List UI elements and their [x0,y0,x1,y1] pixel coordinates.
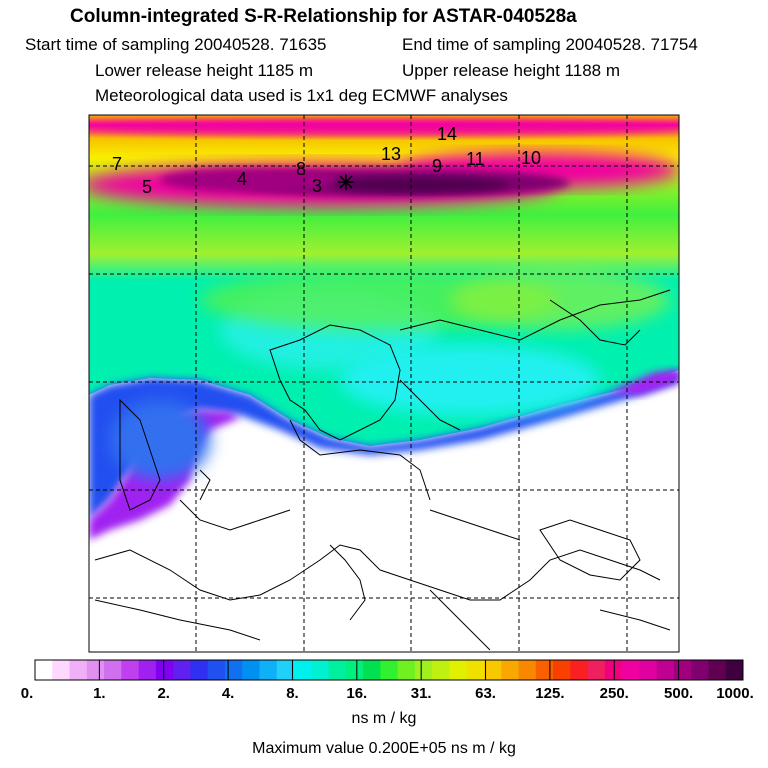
colorbar-swatch [656,660,675,680]
start-time-text: Start time of sampling 20040528. 71635 [25,35,327,54]
colorbar-swatch [345,660,364,680]
colorbar-swatch [691,660,709,680]
point-label-10: 10 [521,148,541,168]
colorbar-swatch [397,660,416,680]
colorbar-swatch [52,660,71,680]
point-label-7: 7 [112,154,122,174]
colorbar-swatch [224,660,243,680]
met-data-text: Meteorological data used is 1x1 deg ECMW… [95,86,508,105]
colorbar-tick-label: 1000. [716,685,754,702]
colorbar-swatch [328,660,347,680]
colorbar-swatch [155,660,174,680]
colorbar-tick-label: 8. [286,685,299,702]
colorbar-tick-label: 125. [535,685,564,702]
colorbar-swatch [639,660,658,680]
colorbar-swatch [294,660,312,680]
colorbar-swatch [535,660,554,680]
title-text: Column-integrated S-R-Relationship for A… [70,6,577,27]
colorbar-swatch [587,660,606,680]
colorbar-swatch [449,660,468,680]
release-point-marker [338,174,354,190]
colorbar-swatch [673,660,692,680]
lat-lon-grid [89,115,679,652]
colorbar-swatch [86,660,105,680]
colorbar-swatch [190,660,209,680]
colorbar-tick-label: 63. [475,685,496,702]
colorbar-swatch [259,660,278,680]
colorbar-tick-label: 250. [600,685,629,702]
colorbar-swatch [138,660,157,680]
colorbar-swatch [432,660,450,680]
colorbar-tick-label: 500. [664,685,693,702]
colorbar-tick-label: 4. [222,685,235,702]
point-label-14: 14 [437,124,457,144]
colorbar-tick-label: 2. [157,685,170,702]
point-label-11: 11 [466,149,485,169]
colorbar-swatch [242,660,260,680]
field-layer: 7 5 4 8 3 13 9 11 10 14 [89,115,679,652]
point-label-9: 9 [432,156,442,176]
colorbar-swatch [622,660,640,680]
colorbar-tick-labels: 0. 1. 2. 4. 8. 16. 31. 63. 125. 250. 500. 1000. [21,685,754,702]
colorbar-swatch [276,660,295,680]
max-value-label: Maximum value 0.200E+05 ns m / kg [252,740,516,757]
colorbar-swatch [708,660,727,680]
colorbar-swatch [173,660,191,680]
end-time-text: End time of sampling 20040528. 71754 [402,35,698,54]
colorbar-swatch [121,660,140,680]
colorbar-swatch [414,660,433,680]
colorbar-swatch [501,660,520,680]
colorbar-swatch [207,660,226,680]
colorbar [34,660,744,680]
point-label-13: 13 [381,144,401,164]
colorbar-swatch [553,660,571,680]
colorbar-tick-label: 16. [346,685,367,702]
colorbar-swatch [570,660,589,680]
colorbar-swatch [363,660,381,680]
point-labels: 7 5 4 8 3 13 9 11 10 14 [112,124,541,197]
point-label-3: 3 [312,176,322,196]
colorbar-tick-label: 1. [93,685,106,702]
map-frame [88,114,680,653]
colorbar-swatch [69,660,88,680]
colorbar-swatch [604,660,623,680]
point-label-8: 8 [296,159,306,179]
colorbar-swatch [483,660,502,680]
colorbar-swatch [104,660,122,680]
colorbar-swatch [725,660,744,680]
point-label-5: 5 [142,177,152,197]
colorbar-swatch [311,660,330,680]
colorbar-swatch [380,660,399,680]
units-label: ns m / kg [351,710,417,727]
point-label-4: 4 [237,169,247,189]
colorbar-tick-label: 0. [21,685,34,702]
colorbar-frame [34,659,744,681]
colorbar-swatch [466,660,485,680]
lower-release-text: Lower release height 1185 m [95,61,313,80]
upper-release-text: Upper release height 1188 m [402,61,620,80]
colorbar-swatch [518,660,537,680]
colorbar-tick-label: 31. [411,685,432,702]
colorbar-swatch [35,660,53,680]
